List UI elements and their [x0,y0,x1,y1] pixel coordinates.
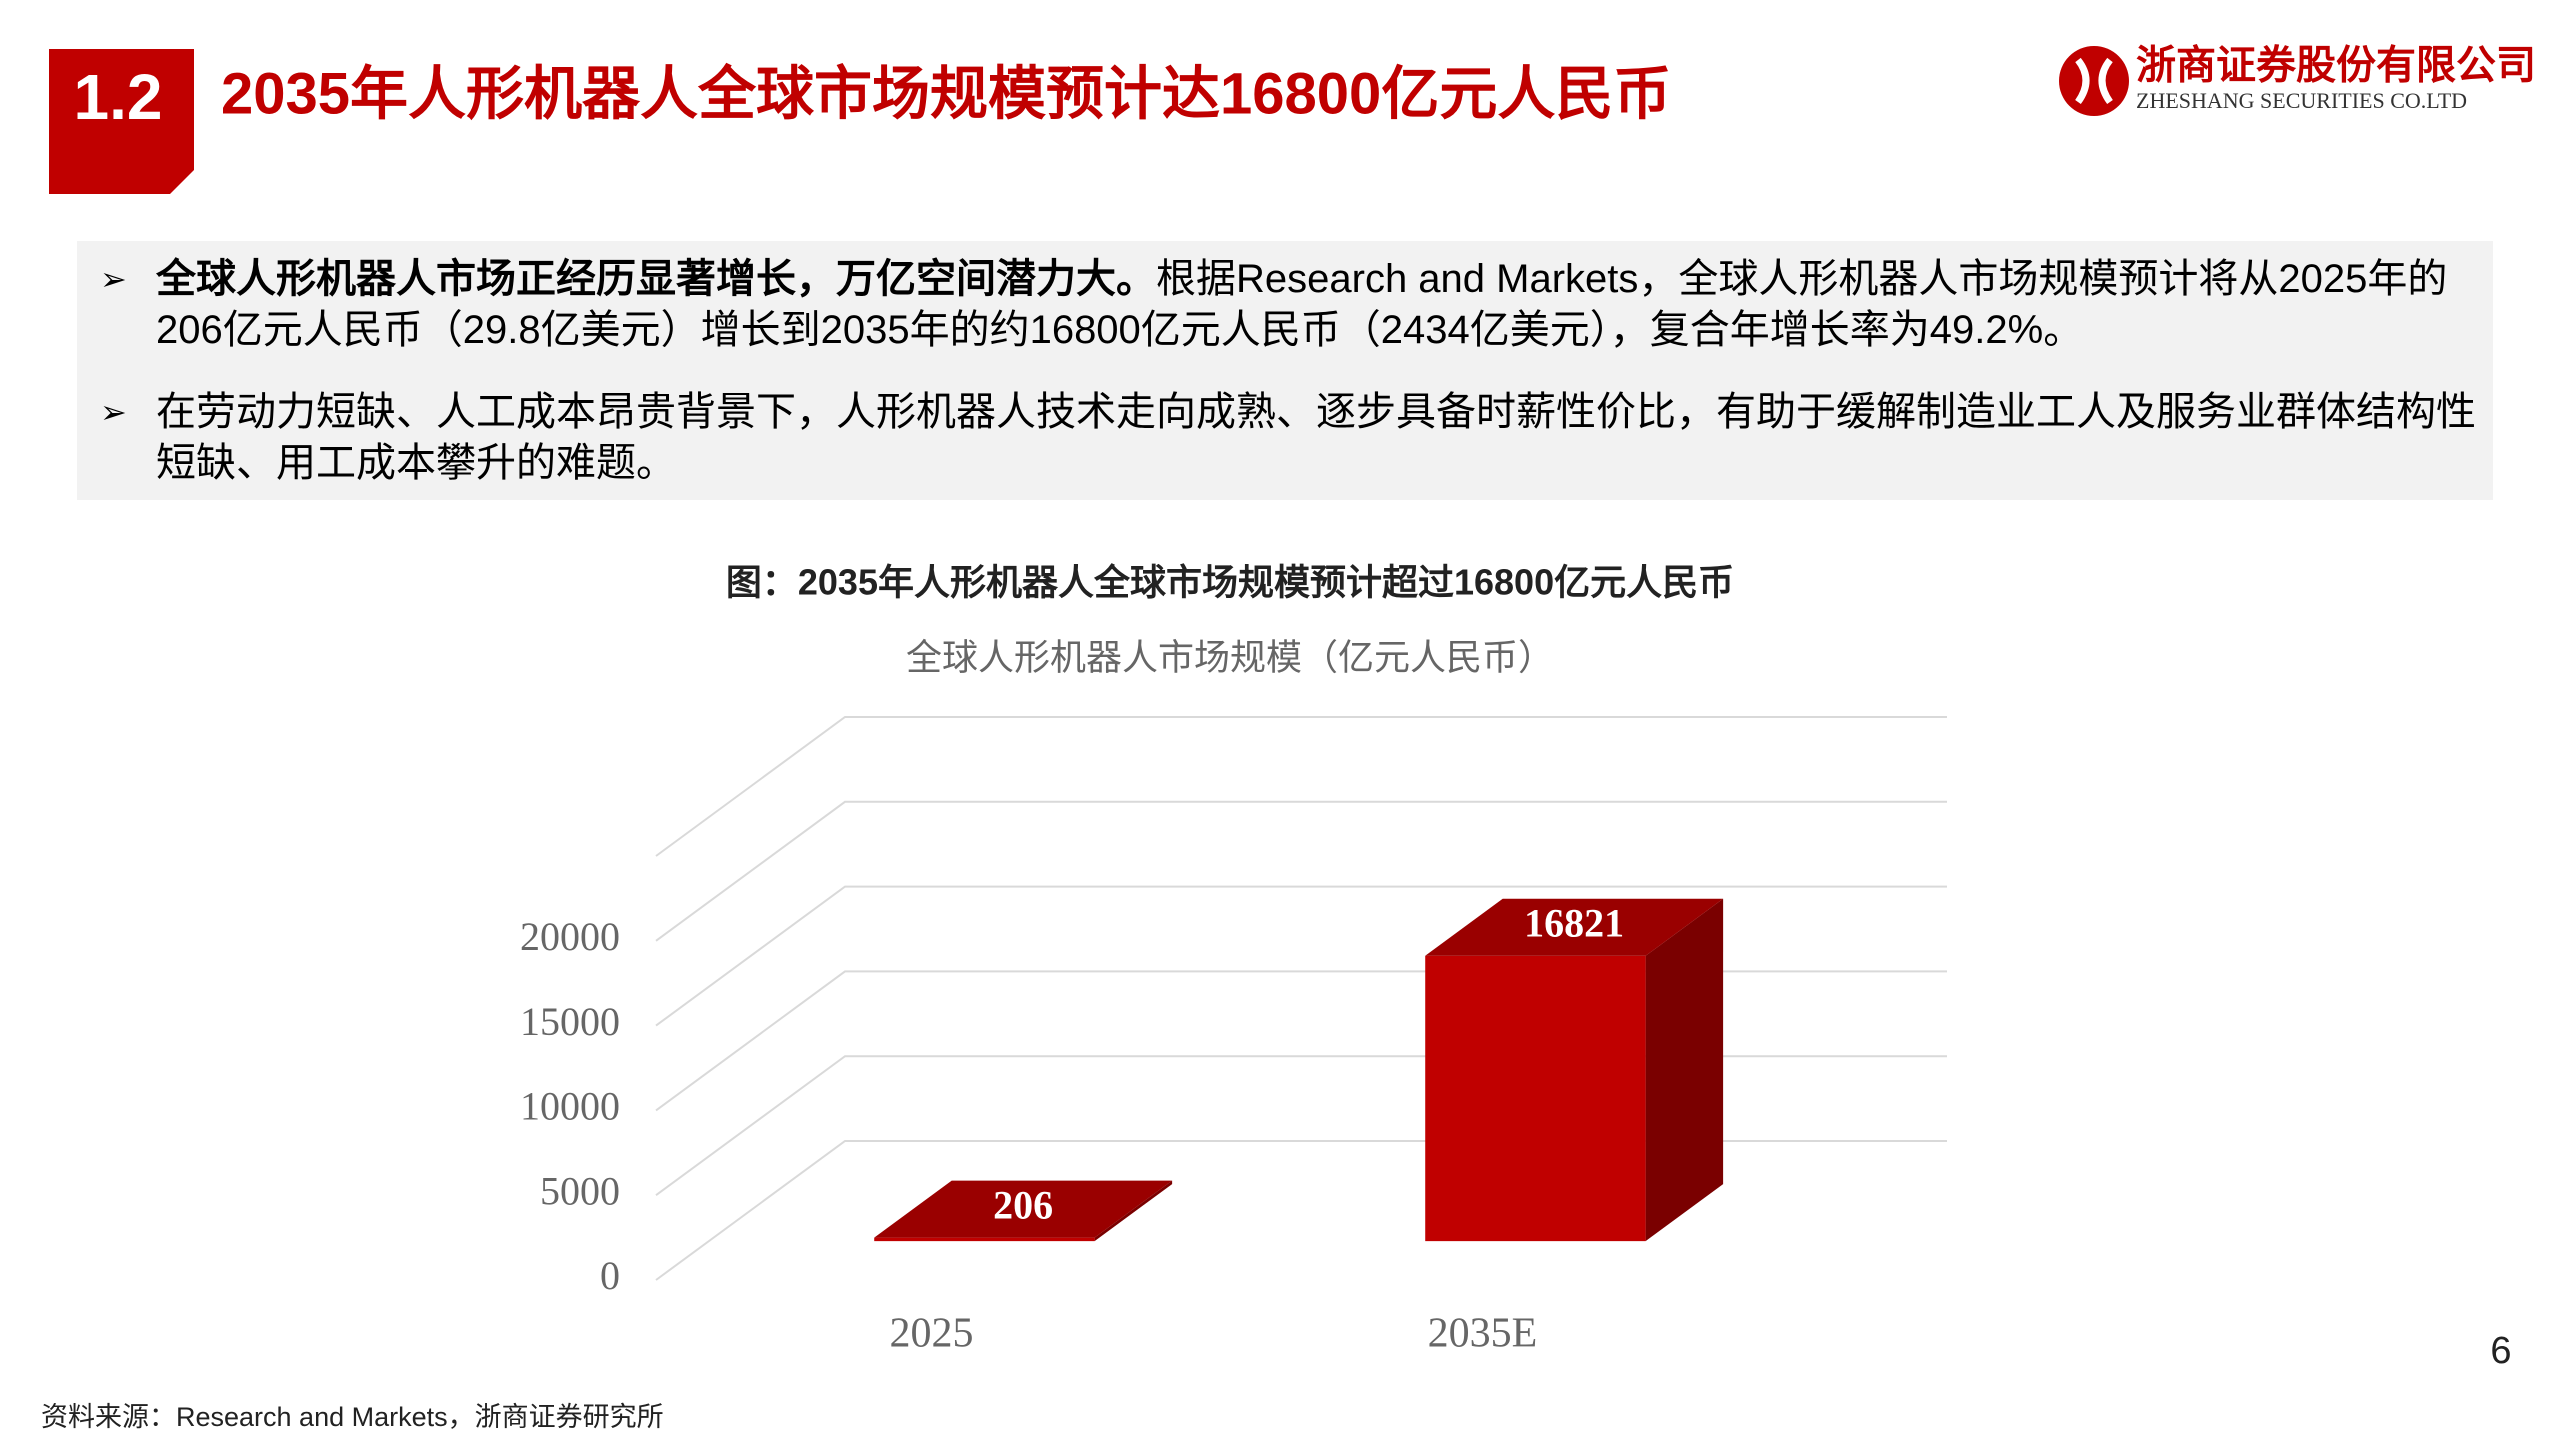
bullet-lead: 全球人形机器人市场正经历显著增长，万亿空间潜力大。 [156,257,1156,301]
y-tick-label: 15000 [520,999,620,1044]
bar-side [1645,898,1724,1242]
y-tick-label: 0 [600,1253,620,1298]
bar-side [1094,1180,1173,1242]
page-number: 6 [2490,1330,2511,1372]
grid-line [655,800,1947,942]
bar-front [1425,955,1646,1242]
section-badge [49,49,194,194]
summary-box [77,241,2493,500]
logo-emblem [2059,46,2129,116]
x-tick-label: 2035E [1428,1311,1538,1357]
bullet: ➢ 在劳动力短缺、人工成本昂贵背景下，人形机器人技术走向成熟、逐步具备时薪性价比，… [100,390,2476,485]
grid-line [655,885,1947,1027]
bar-top [1425,898,1724,956]
slide-title: 2035年人形机器人全球市场规模预计达16800亿元人民币 [221,61,1671,126]
value-label: 16821 [1524,900,1624,945]
y-tick-label: 10000 [520,1084,620,1129]
figure-title: 图：2035年人形机器人全球市场规模预计超过16800亿元人民币 [726,562,1734,603]
grid-line [655,1055,1947,1197]
grid-line [655,970,1947,1112]
y-tick-label: 5000 [540,1168,620,1213]
section-number: 1.2 [74,61,163,133]
bar-top [874,1180,1173,1238]
y-tick-label: 20000 [520,914,620,959]
bullet: ➢ 全球人形机器人市场正经历显著增长，万亿空间潜力大。根据Research and… [100,257,2448,352]
source: 资料来源：Research and Markets，浙商证券研究所 [41,1402,664,1432]
logo-name-en: ZHESHANG SECURITIES CO.LTD [2136,88,2467,113]
logo-mark [2075,57,2113,105]
bar-front [874,1237,1095,1242]
chart-title: 全球人形机器人市场规模（亿元人民币） [906,637,1554,677]
grid-line [655,1140,1947,1281]
bullet-text: 根据Research and Markets，全球人形机器人市场规模预计将从20… [156,257,2448,352]
value-label: 206 [993,1182,1053,1227]
x-tick-label: 2025 [890,1311,974,1357]
grid-line [655,716,1947,857]
bullet-text: 在劳动力短缺、人工成本昂贵背景下，人形机器人技术走向成熟、逐步具备时薪性价比，有… [156,390,2476,485]
logo-name: 浙商证券股份有限公司 [2136,44,2536,88]
